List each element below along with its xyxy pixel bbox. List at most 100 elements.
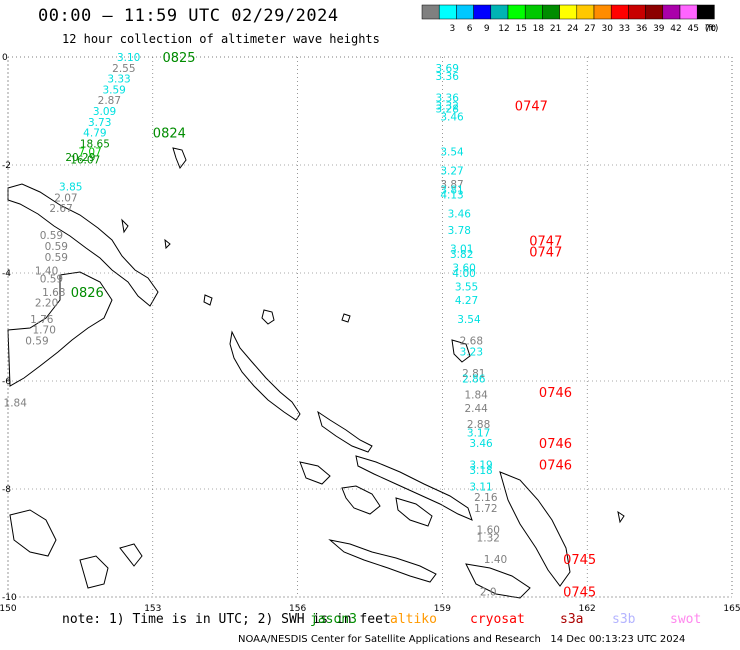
satellite-legend-item: s3a bbox=[560, 612, 584, 627]
latitude-tick-label: -4 bbox=[2, 269, 11, 279]
wave-height-value: 1.40 bbox=[484, 554, 507, 566]
latitude-tick-label: -6 bbox=[2, 377, 11, 387]
latitude-tick-label: -8 bbox=[2, 485, 11, 495]
pass-time-label: 0747 bbox=[529, 245, 562, 260]
longitude-tick-label: 150 bbox=[0, 604, 17, 614]
wave-height-value: 3.32 bbox=[436, 101, 459, 113]
color-scale-legend: 3 6 9 12 15 18 21 24 27 30 33 36 39 42 45 70(ft) bbox=[421, 4, 719, 34]
color-scale-label: 36 bbox=[636, 24, 648, 34]
wave-height-value: 3.36 bbox=[436, 71, 460, 83]
color-scale-label: 18 bbox=[533, 24, 545, 34]
pass-time-label: 0745 bbox=[563, 586, 596, 601]
wave-height-value: 3.69 bbox=[436, 63, 459, 75]
wave-height-value: 3.85 bbox=[59, 182, 82, 194]
wave-height-value: 3.23 bbox=[460, 346, 483, 358]
pass-time-label: 0746 bbox=[539, 437, 572, 452]
wave-height-value: 4.13 bbox=[440, 190, 463, 202]
pass-time-label: 0746 bbox=[539, 459, 572, 474]
color-scale-label: 6 bbox=[467, 24, 473, 34]
wave-height-value: 1.40 bbox=[35, 265, 58, 277]
wave-height-value: 1.70 bbox=[33, 325, 56, 337]
wave-height-value: 3.54 bbox=[440, 147, 464, 159]
color-swatch bbox=[696, 4, 715, 20]
satellite-pass-times: 0826082508240747074707470746074607460745… bbox=[71, 51, 596, 601]
satellite-legend-item: s3b bbox=[612, 612, 636, 627]
longitude-tick-label: 162 bbox=[579, 604, 596, 614]
wave-height-value: 1.60 bbox=[477, 525, 500, 537]
color-scale-label: 70 bbox=[705, 24, 717, 34]
wave-height-value: 3.01 bbox=[450, 244, 473, 256]
longitude-tick-label: 156 bbox=[289, 604, 306, 614]
pass-time-label: 0824 bbox=[153, 127, 186, 142]
wave-height-value: 2.86 bbox=[462, 373, 486, 385]
satellite-legend-item: altiko bbox=[390, 612, 437, 627]
color-scale-label: 9 bbox=[484, 24, 490, 34]
color-scale-label: 15 bbox=[515, 24, 526, 34]
wave-height-value: 3.46 bbox=[448, 209, 472, 221]
satellite-legend-item: jason3 bbox=[310, 612, 357, 627]
wave-height-value: 3.46 bbox=[469, 438, 493, 450]
wave-height-value: 3.46 bbox=[440, 111, 464, 123]
wave-height-value: 2.87 bbox=[98, 95, 121, 107]
wave-height-value: 4.27 bbox=[455, 295, 478, 307]
latitude-tick-label: 0 bbox=[2, 53, 8, 63]
wave-height-value: 0.59 bbox=[45, 241, 68, 253]
color-scale-label: 27 bbox=[584, 24, 595, 34]
pass-time-label: 0745 bbox=[563, 553, 596, 568]
longitude-tick-label: 165 bbox=[723, 604, 740, 614]
wave-height-value: 3.17 bbox=[467, 427, 490, 439]
wave-height-value: 7.07 bbox=[78, 147, 101, 159]
color-scale-label: 33 bbox=[619, 24, 630, 34]
wave-height-value: 3.73 bbox=[88, 117, 111, 129]
color-scale-label: 12 bbox=[498, 24, 509, 34]
color-scale-label: 39 bbox=[653, 24, 665, 34]
page-title: 00:00 – 11:59 UTC 02/29/2024 bbox=[38, 6, 339, 26]
wave-height-value: 2.81 bbox=[462, 368, 485, 380]
satellite-legend-item: swot bbox=[670, 612, 702, 627]
wave-height-value: 1.84 bbox=[4, 398, 28, 410]
wave-height-value: 20.29 bbox=[65, 152, 95, 164]
wave-height-value: 1.72 bbox=[474, 503, 497, 515]
coastline-outlines bbox=[7, 147, 625, 599]
wave-height-value: 0.59 bbox=[40, 230, 63, 242]
axis-tick-labels: 150 153 156 159 162 165 0 -2 -4 -6 -8 -10 bbox=[0, 53, 740, 614]
color-scale-label: 30 bbox=[601, 24, 613, 34]
wave-height-value: 1.76 bbox=[30, 314, 54, 326]
color-scale-label: 24 bbox=[567, 24, 579, 34]
wave-height-value: 3.55 bbox=[455, 282, 478, 294]
wave-height-value: 3.82 bbox=[450, 249, 473, 261]
wave-height-value: 3.87 bbox=[440, 179, 463, 191]
wave-height-value: 1.84 bbox=[464, 390, 488, 402]
color-scale-label: 3 bbox=[450, 24, 456, 34]
units-note: note: 1) Time is in UTC; 2) SWH is in fe… bbox=[62, 612, 391, 627]
wave-height-value: 4.00 bbox=[452, 268, 475, 280]
pass-time-label: 0747 bbox=[529, 235, 562, 250]
wave-height-readings: 3.102.553.333.592.873.093.734.7918.657.0… bbox=[4, 52, 508, 599]
wave-height-value: 4.79 bbox=[83, 128, 106, 140]
lat-lon-grid bbox=[7, 56, 733, 598]
longitude-tick-label: 159 bbox=[434, 604, 451, 614]
wave-height-value: 2.0 bbox=[480, 587, 497, 599]
color-scale-unit: (ft) bbox=[705, 24, 719, 34]
wave-height-value: 3.78 bbox=[448, 225, 471, 237]
pass-time-label: 0826 bbox=[71, 286, 104, 301]
wave-height-value: 2.44 bbox=[464, 403, 488, 415]
color-scale-label: 21 bbox=[550, 24, 561, 34]
wave-height-value: 2.07 bbox=[54, 192, 77, 204]
wave-height-value: 3.33 bbox=[107, 74, 130, 86]
wave-height-value: 2.88 bbox=[467, 419, 490, 431]
wave-height-value: 2.68 bbox=[460, 336, 483, 348]
color-scale-label: 42 bbox=[670, 24, 681, 34]
wave-height-value: 2.55 bbox=[112, 63, 135, 75]
pass-time-label: 0746 bbox=[539, 386, 572, 401]
wave-height-value: 0.59 bbox=[25, 336, 48, 348]
wave-height-value: 2.20 bbox=[35, 298, 58, 310]
wave-height-value: 3.59 bbox=[102, 84, 125, 96]
wave-height-value: 3.09 bbox=[93, 106, 116, 118]
wave-height-value: 1.63 bbox=[42, 287, 65, 299]
wave-height-value: 18.65 bbox=[80, 138, 110, 150]
wave-height-value: 3.60 bbox=[452, 263, 475, 275]
latitude-tick-label: -2 bbox=[2, 161, 11, 171]
color-scale-label: 45 bbox=[687, 24, 698, 34]
